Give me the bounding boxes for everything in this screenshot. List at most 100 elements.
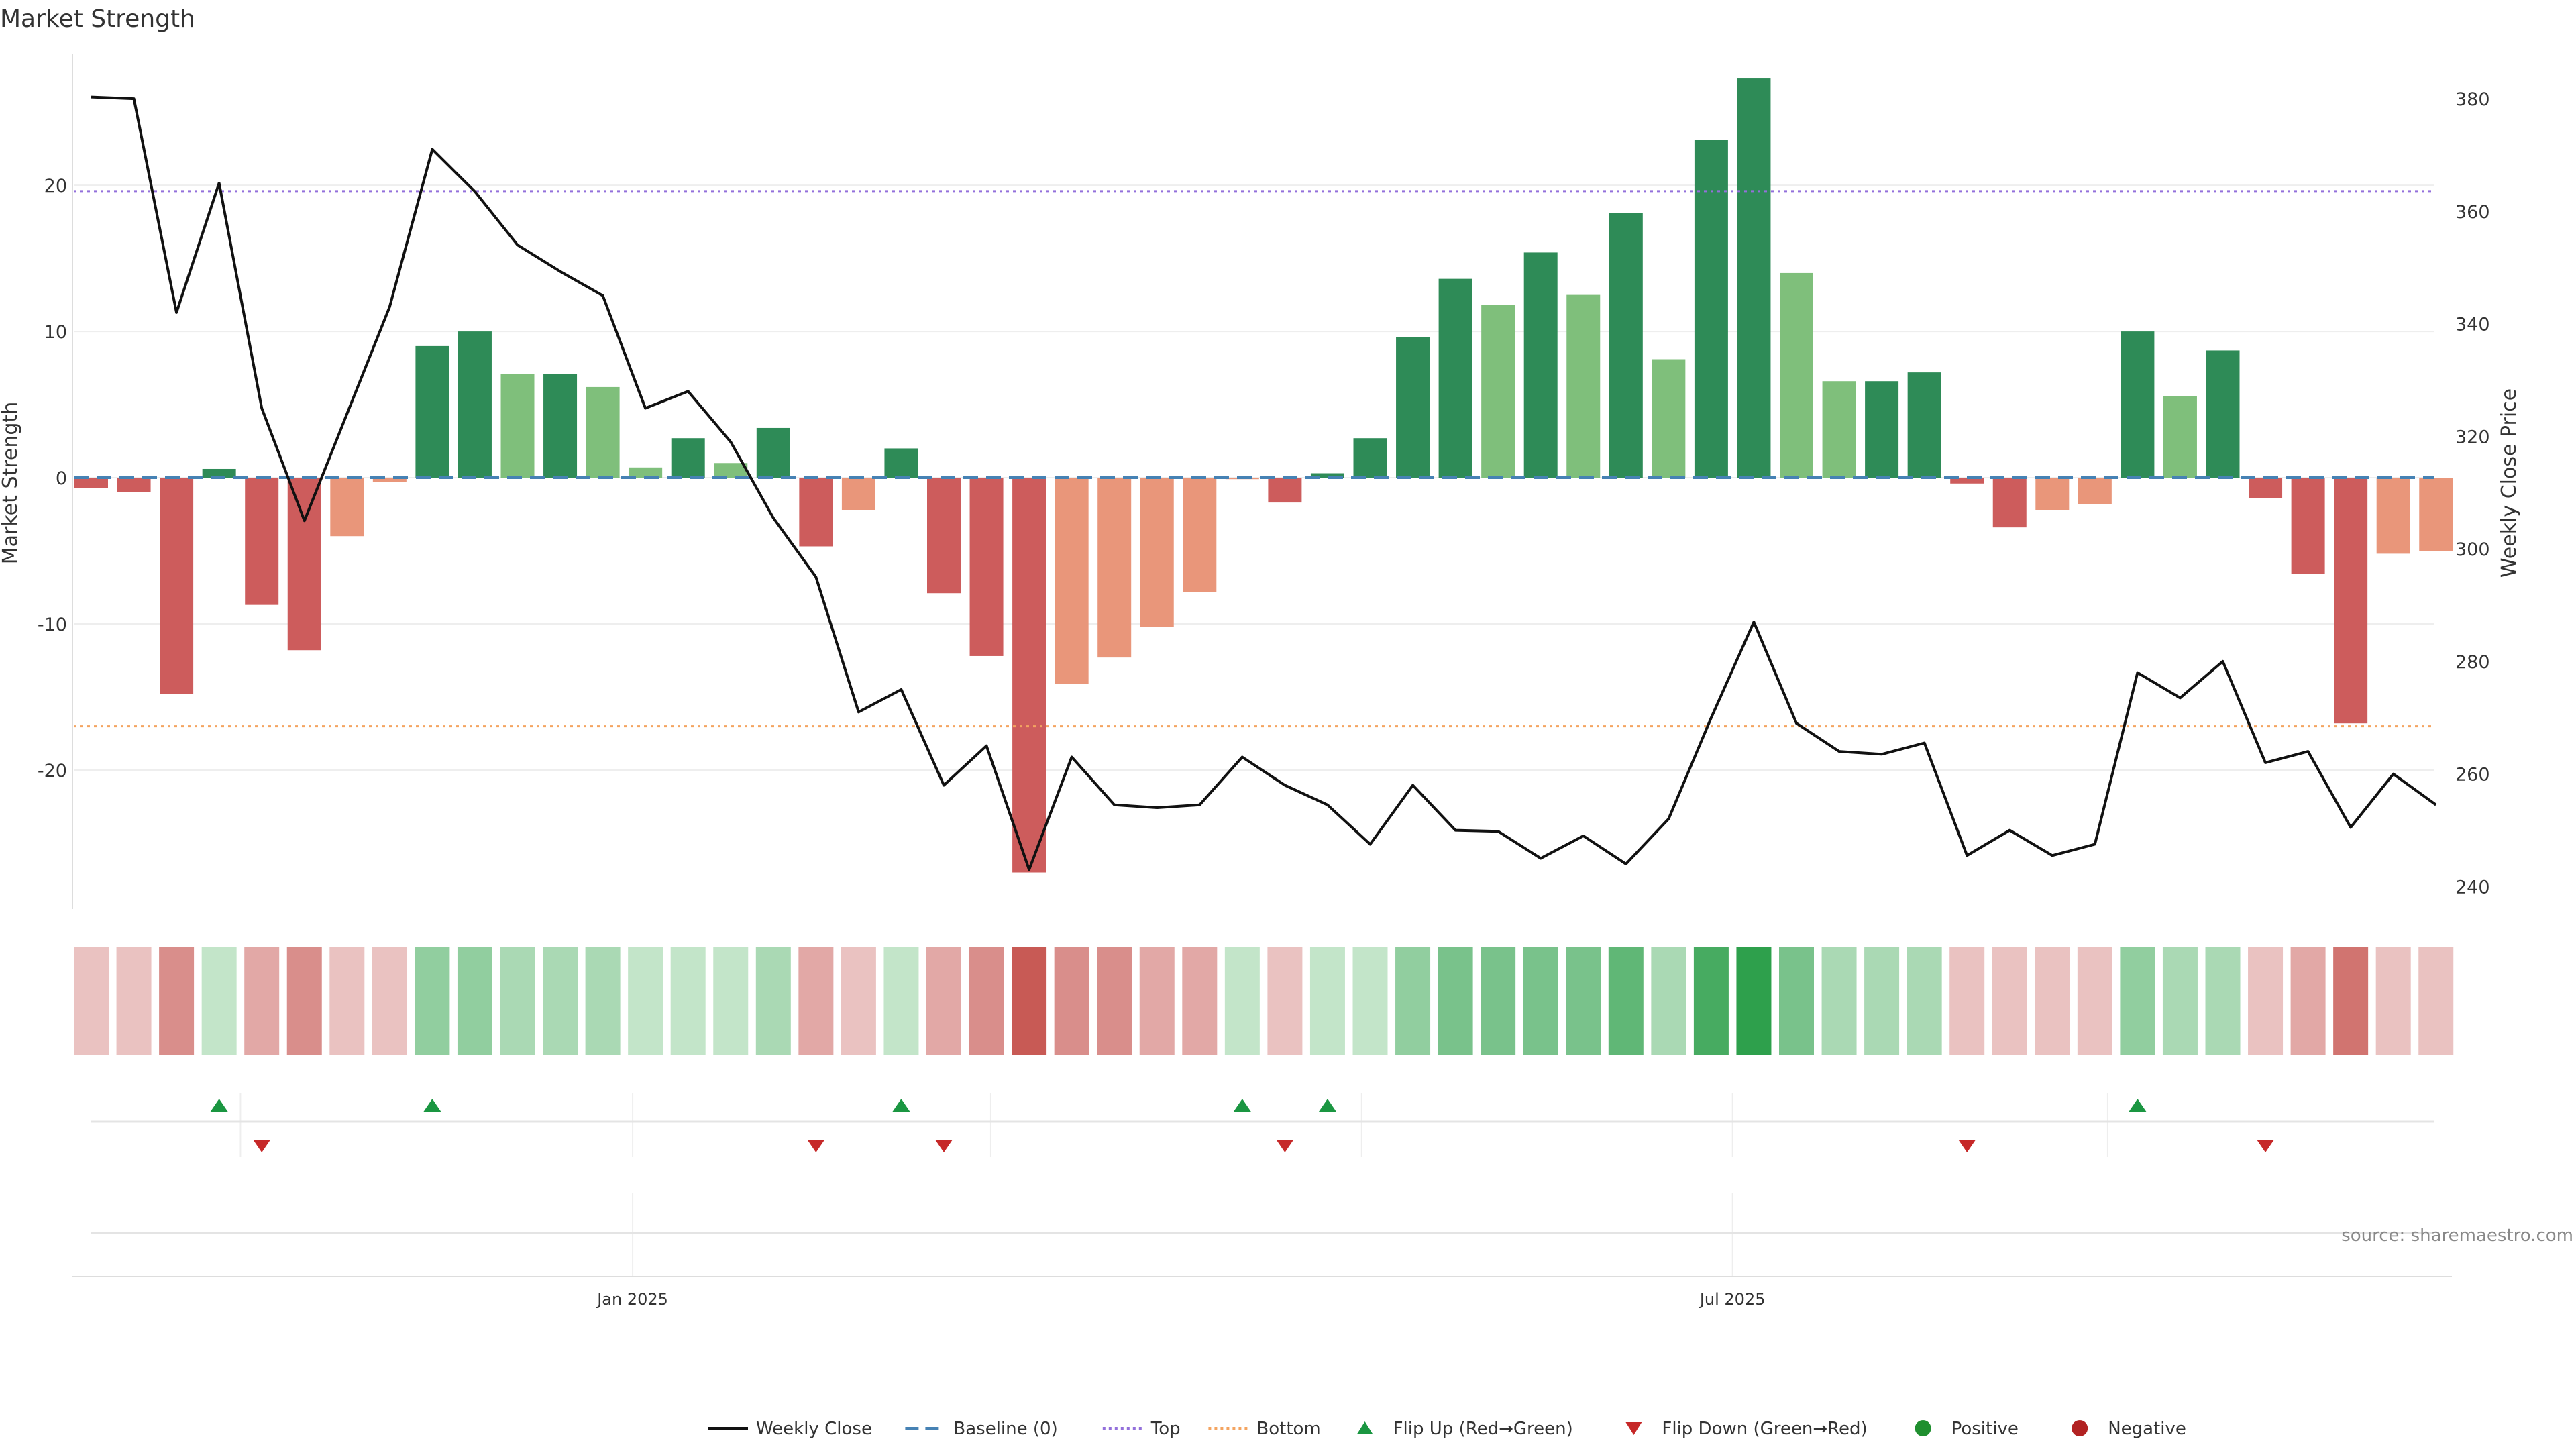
flip-up-marker xyxy=(210,1099,228,1112)
heat-cell xyxy=(926,947,961,1055)
strength-bar xyxy=(756,427,790,478)
flip-grid xyxy=(239,1093,2108,1157)
heat-cell xyxy=(159,947,195,1055)
strength-bar xyxy=(1097,478,1132,658)
heat-cell xyxy=(1949,947,1985,1055)
heat-cell xyxy=(116,947,152,1055)
strength-bar xyxy=(1737,78,1771,478)
heat-cell xyxy=(2418,947,2454,1055)
strength-bar xyxy=(1310,473,1344,478)
heat-cell xyxy=(1992,947,2027,1055)
heat-cell xyxy=(883,947,919,1055)
strength-bar xyxy=(202,468,236,478)
heat-cell xyxy=(1182,947,1218,1055)
legend-swatch xyxy=(1625,1422,1642,1435)
flip-up-marker xyxy=(2129,1099,2147,1112)
strength-bar xyxy=(2376,478,2410,554)
strength-bar xyxy=(1012,478,1046,873)
strength-bar xyxy=(1055,478,1089,684)
heat-cell xyxy=(1054,947,1089,1055)
heat-cell xyxy=(286,947,322,1055)
strength-bar xyxy=(74,478,108,488)
flip-down-marker xyxy=(253,1140,271,1152)
flip-up-marker xyxy=(423,1099,441,1112)
weekly-close-line xyxy=(91,95,2437,871)
legend-label: Positive xyxy=(1951,1419,2019,1439)
heat-cell xyxy=(585,947,621,1055)
legend-item: Flip Down (Green→Red) xyxy=(1625,1419,1868,1439)
strength-bar xyxy=(799,478,833,547)
strength-bar xyxy=(160,478,194,694)
y-axis-label-right: Weekly Close Price xyxy=(2498,388,2521,578)
strength-bars xyxy=(74,78,2453,873)
legend-label: Weekly Close xyxy=(756,1419,872,1439)
heat-cell xyxy=(1523,947,1558,1055)
heat-cell xyxy=(755,947,791,1055)
right-axis-ticks: 240 260 280 300 320 340 360 380 xyxy=(2455,89,2490,898)
x-tick-label: Jul 2025 xyxy=(1699,1290,1766,1309)
strength-bar xyxy=(415,345,449,478)
strength-bar xyxy=(1652,359,1686,478)
strength-bar xyxy=(1566,294,1601,478)
chart-title: Market Strength xyxy=(0,5,195,33)
strength-bar xyxy=(543,374,578,478)
strength-bar xyxy=(330,478,364,537)
legend-swatch xyxy=(1356,1421,1373,1434)
strength-bar xyxy=(1438,278,1472,478)
heat-cell xyxy=(244,947,280,1055)
legend-item: Negative xyxy=(2072,1419,2186,1439)
source-note: source: sharemaestro.com xyxy=(2341,1226,2573,1246)
strength-bar xyxy=(884,448,918,478)
heat-cell xyxy=(1736,947,1772,1055)
heat-cell xyxy=(2077,947,2112,1055)
strength-bar xyxy=(1780,272,1813,478)
legend-item: Top xyxy=(1102,1419,1181,1439)
strength-bar xyxy=(1609,213,1643,478)
strength-bar xyxy=(1694,140,1728,478)
heat-cell xyxy=(2035,947,2070,1055)
heat-cell xyxy=(415,947,450,1055)
strength-bar xyxy=(372,478,407,482)
flip-up-marker xyxy=(1233,1099,1251,1112)
heat-cell xyxy=(1097,947,1132,1055)
heat-cell xyxy=(969,947,1004,1055)
legend-label: Top xyxy=(1150,1419,1181,1439)
heat-cell xyxy=(798,947,834,1055)
heat-cell xyxy=(2205,947,2241,1055)
right-tick-label: 300 xyxy=(2455,539,2490,560)
heat-cell xyxy=(841,947,876,1055)
strength-bar xyxy=(586,386,620,478)
heat-cell xyxy=(1224,947,1260,1055)
strength-bar xyxy=(1822,381,1856,478)
heat-cell xyxy=(2333,947,2369,1055)
heat-cell xyxy=(457,947,492,1055)
right-tick-label: 340 xyxy=(2455,315,2490,335)
strength-bar xyxy=(2206,350,2240,478)
heat-cell xyxy=(372,947,407,1055)
strength-bar xyxy=(1353,438,1387,478)
strength-bar xyxy=(671,438,705,478)
legend-item: Baseline (0) xyxy=(905,1419,1058,1439)
strength-bar xyxy=(245,478,279,605)
left-tick-label: -20 xyxy=(38,761,67,782)
heat-cell xyxy=(1651,947,1686,1055)
strength-bar xyxy=(1268,478,1302,503)
heat-cell xyxy=(1267,947,1303,1055)
strength-bar xyxy=(629,467,663,478)
flip-down-marker xyxy=(2257,1140,2275,1152)
heat-cell xyxy=(2248,947,2284,1055)
heat-cell xyxy=(2375,947,2411,1055)
strength-bar xyxy=(1481,305,1515,478)
flip-down-marker xyxy=(1276,1140,1294,1152)
heat-cell xyxy=(1309,947,1345,1055)
flip-down-marker xyxy=(1958,1140,1976,1152)
strength-bar xyxy=(1865,381,1899,478)
heat-cell xyxy=(1608,947,1644,1055)
right-tick-label: 380 xyxy=(2455,89,2490,110)
heat-cell xyxy=(1566,947,1601,1055)
strength-bar xyxy=(1523,252,1558,478)
legend-label: Baseline (0) xyxy=(953,1419,1057,1439)
strength-bar xyxy=(714,463,748,478)
legend-item: Bottom xyxy=(1208,1419,1321,1439)
legend-label: Flip Up (Red→Green) xyxy=(1393,1419,1573,1439)
